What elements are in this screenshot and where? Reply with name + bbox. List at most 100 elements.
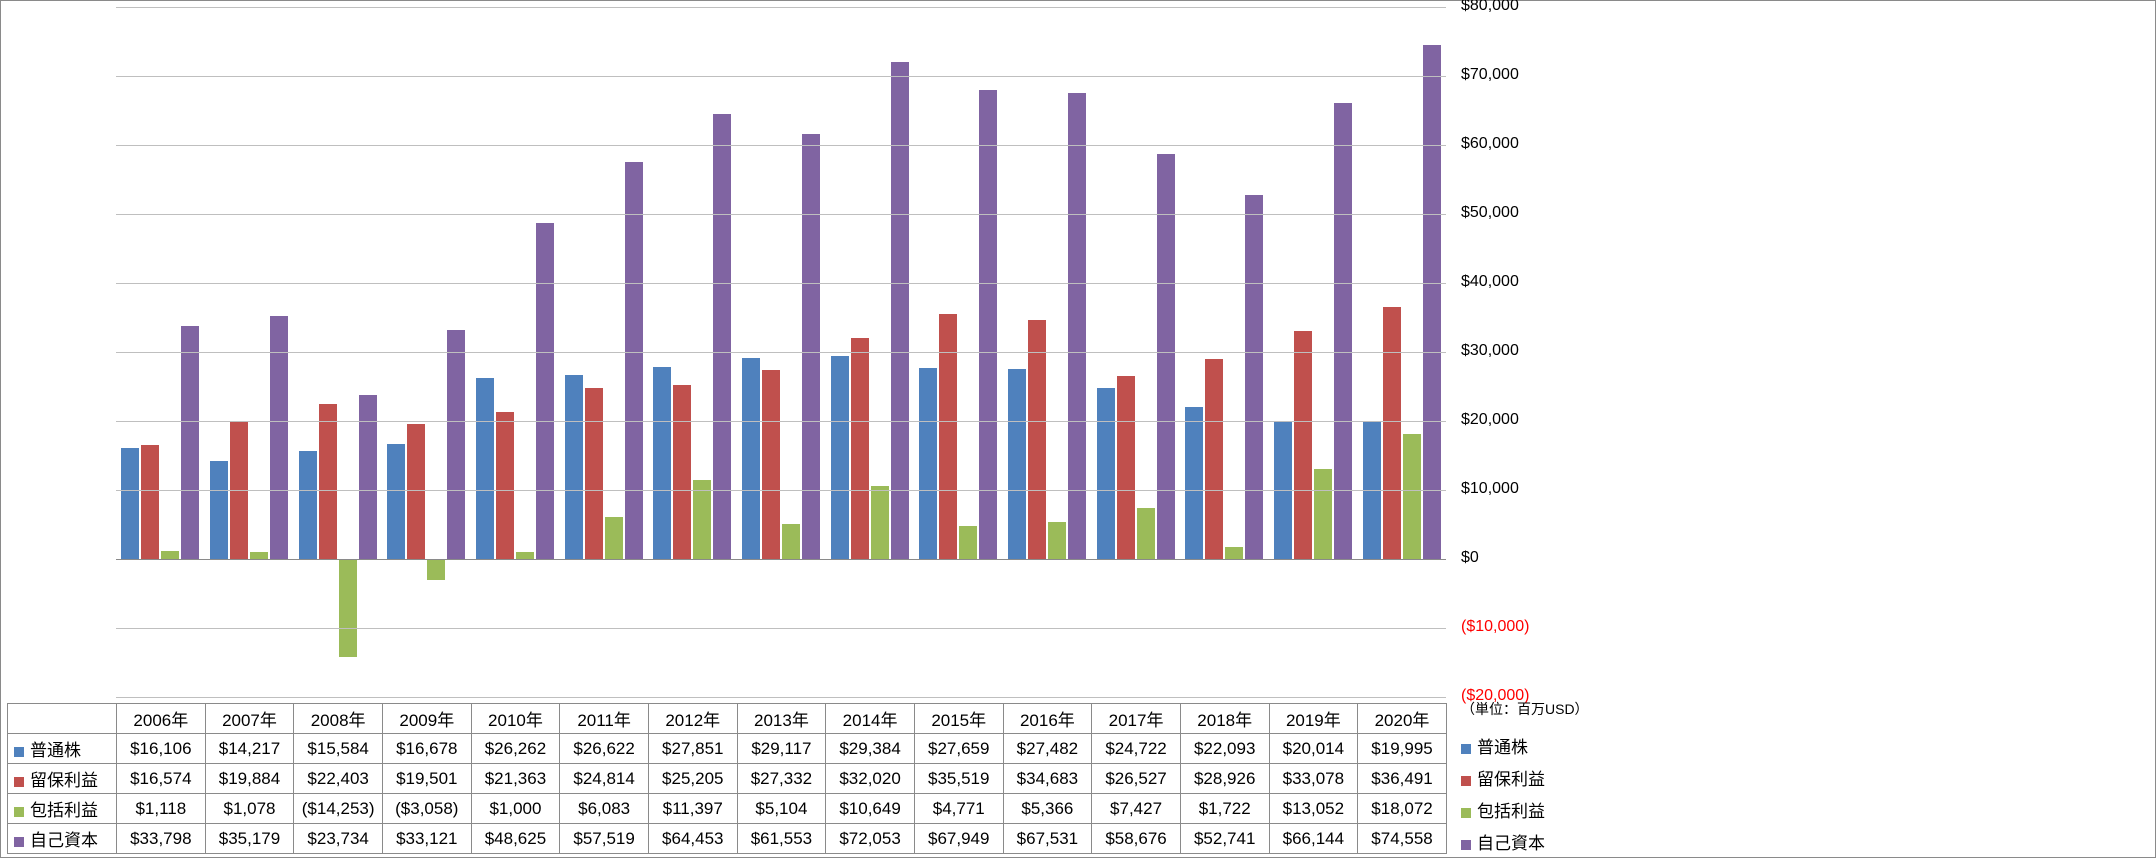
table-cell: $13,052 [1269,794,1358,824]
legend-swatch [1461,808,1471,818]
table-year-header: 2012年 [648,704,737,734]
unit-label: （単位：百万USD） [1461,699,1589,719]
bar-equity [802,134,820,559]
series-label: 自己資本 [30,831,98,850]
bar-equity [1245,195,1263,559]
table-row: 自己資本$33,798$35,179$23,734$33,121$48,625$… [8,824,1447,854]
table-cell: $29,117 [737,734,826,764]
bar-common_stock [121,448,139,559]
legend-swatch [1461,744,1471,754]
table-year-header: 2008年 [294,704,383,734]
table-row-header: 自己資本 [8,824,117,854]
gridline [116,76,1446,77]
table-cell: $22,093 [1180,734,1269,764]
table-cell: $32,020 [826,764,915,794]
table-cell: $21,363 [471,764,560,794]
table-year-header: 2013年 [737,704,826,734]
legend-swatch [14,807,24,817]
legend-label: 包括利益 [1477,802,1545,821]
table-cell: $4,771 [914,794,1003,824]
legend-label: 自己資本 [1477,834,1545,853]
table-cell: $24,814 [560,764,649,794]
table-row-header: 包括利益 [8,794,117,824]
bar-comprehensive_income [250,552,268,559]
table-row: 普通株$16,106$14,217$15,584$16,678$26,262$2… [8,734,1447,764]
bar-comprehensive_income [1048,522,1066,559]
bar-common_stock [299,451,317,559]
ytick-label: ($10,000) [1461,618,1530,636]
bar-comprehensive_income [782,524,800,559]
bar-retained_earnings [1294,331,1312,559]
table-cell: $36,491 [1358,764,1447,794]
table-cell: $16,574 [117,764,206,794]
bar-comprehensive_income [339,559,357,657]
table-year-header: 2018年 [1180,704,1269,734]
bar-retained_earnings [673,385,691,559]
table-year-header: 2007年 [205,704,294,734]
table-row-header: 留保利益 [8,764,117,794]
gridline [116,559,1446,560]
table-cell: $29,384 [826,734,915,764]
table-cell: $33,121 [382,824,471,854]
table-cell: $27,659 [914,734,1003,764]
table-year-header: 2019年 [1269,704,1358,734]
legend-swatch [14,837,24,847]
bar-retained_earnings [407,424,425,559]
table-cell: $64,453 [648,824,737,854]
bar-comprehensive_income [871,486,889,559]
bar-retained_earnings [496,412,514,559]
table-cell: $27,482 [1003,734,1092,764]
table-cell: $19,501 [382,764,471,794]
legend-swatch [1461,840,1471,850]
table-row: 包括利益$1,118$1,078($14,253)($3,058)$1,000$… [8,794,1447,824]
bar-common_stock [387,444,405,559]
legend-item: 包括利益 [1461,797,1545,822]
bar-equity [979,90,997,559]
gridline [116,697,1446,698]
gridline [116,628,1446,629]
series-label: 包括利益 [30,801,98,820]
bar-comprehensive_income [516,552,534,559]
bar-retained_earnings [1117,376,1135,559]
bar-comprehensive_income [1403,434,1421,559]
gridline [116,352,1446,353]
table-year-header: 2017年 [1092,704,1181,734]
bar-retained_earnings [939,314,957,559]
table-cell: $7,427 [1092,794,1181,824]
chart-frame: $80,000$70,000$60,000$50,000$40,000$30,0… [0,0,2156,858]
table-cell: $11,397 [648,794,737,824]
ytick-label: $10,000 [1461,480,1519,498]
table-year-header: 2006年 [117,704,206,734]
table-cell: $33,078 [1269,764,1358,794]
bar-comprehensive_income [1137,508,1155,559]
table-row: 留保利益$16,574$19,884$22,403$19,501$21,363$… [8,764,1447,794]
table-cell: $14,217 [205,734,294,764]
legend-item: 自己資本 [1461,829,1545,854]
bar-retained_earnings [319,404,337,559]
ytick-label: $80,000 [1461,0,1519,15]
bar-common_stock [1008,369,1026,559]
bar-equity [181,326,199,559]
ytick-label: $30,000 [1461,342,1519,360]
data-table: 2006年2007年2008年2009年2010年2011年2012年2013年… [7,703,1447,854]
table-cell: $26,527 [1092,764,1181,794]
table-cell: $25,205 [648,764,737,794]
bar-comprehensive_income [427,559,445,580]
table-cell: $26,262 [471,734,560,764]
table-row-header: 普通株 [8,734,117,764]
table-cell: $1,722 [1180,794,1269,824]
bar-common_stock [1097,388,1115,559]
table-cell: $6,083 [560,794,649,824]
table-cell: $22,403 [294,764,383,794]
table-cell: $67,531 [1003,824,1092,854]
table-cell: $27,851 [648,734,737,764]
table-cell: $26,622 [560,734,649,764]
bar-equity [1423,45,1441,559]
table-cell: $19,995 [1358,734,1447,764]
bar-equity [891,62,909,559]
bar-equity [359,395,377,559]
bar-common_stock [565,375,583,559]
table-cell: $72,053 [826,824,915,854]
series-label: 普通株 [30,741,81,760]
legend-label: 普通株 [1477,738,1528,757]
